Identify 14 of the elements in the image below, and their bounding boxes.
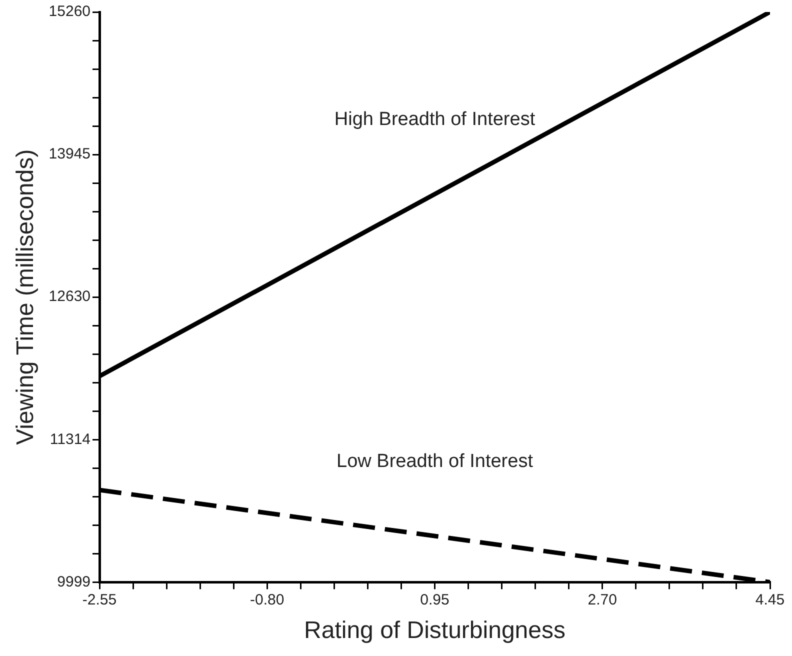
x-axis-title: Rating of Disturbingness (304, 617, 566, 644)
y-axis-title: Viewing Time (milliseconds) (12, 149, 40, 445)
y-tick-label: 13945 (48, 146, 91, 163)
x-tick-label: 2.70 (588, 591, 617, 608)
x-tick-label: -0.80 (250, 591, 284, 608)
text: Low Breadth of Interest (336, 451, 534, 472)
x-tick-label: 4.45 (755, 591, 785, 608)
x-tick-label: 0.95 (420, 591, 450, 608)
y-tick-label: 15260 (48, 3, 91, 20)
x-tick-label: -2.55 (82, 591, 117, 608)
y-tick-label: 12630 (48, 288, 91, 306)
y-tick-label: 9999 (57, 573, 91, 590)
series-label: High Breadth of Interest (334, 109, 536, 130)
y-tick-label: 11314 (50, 430, 91, 448)
